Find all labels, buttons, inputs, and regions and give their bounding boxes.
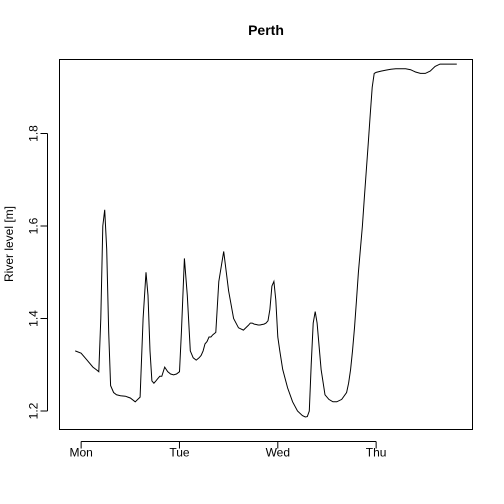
- y-tick-label: 1.4: [27, 310, 41, 327]
- y-tick-label: 1.8: [27, 125, 41, 142]
- x-tick-label: Wed: [266, 446, 290, 460]
- series-layer: [75, 63, 457, 418]
- series-line: [75, 63, 457, 418]
- plot-area: [59, 59, 473, 430]
- y-tick-label: 1.6: [27, 217, 41, 234]
- y-axis-label: River level [m]: [2, 206, 16, 282]
- x-tick-label: Tue: [169, 446, 190, 460]
- x-tick-label: Thu: [366, 446, 387, 460]
- y-axis: 1.2 1.4 1.6 1.8: [27, 125, 48, 419]
- y-tick-label: 1.2: [27, 402, 41, 419]
- plot-frame: [59, 59, 473, 430]
- x-axis: Mon Tue Wed Thu: [69, 441, 387, 460]
- x-tick-label: Mon: [69, 446, 92, 460]
- chart-title: Perth: [248, 22, 284, 38]
